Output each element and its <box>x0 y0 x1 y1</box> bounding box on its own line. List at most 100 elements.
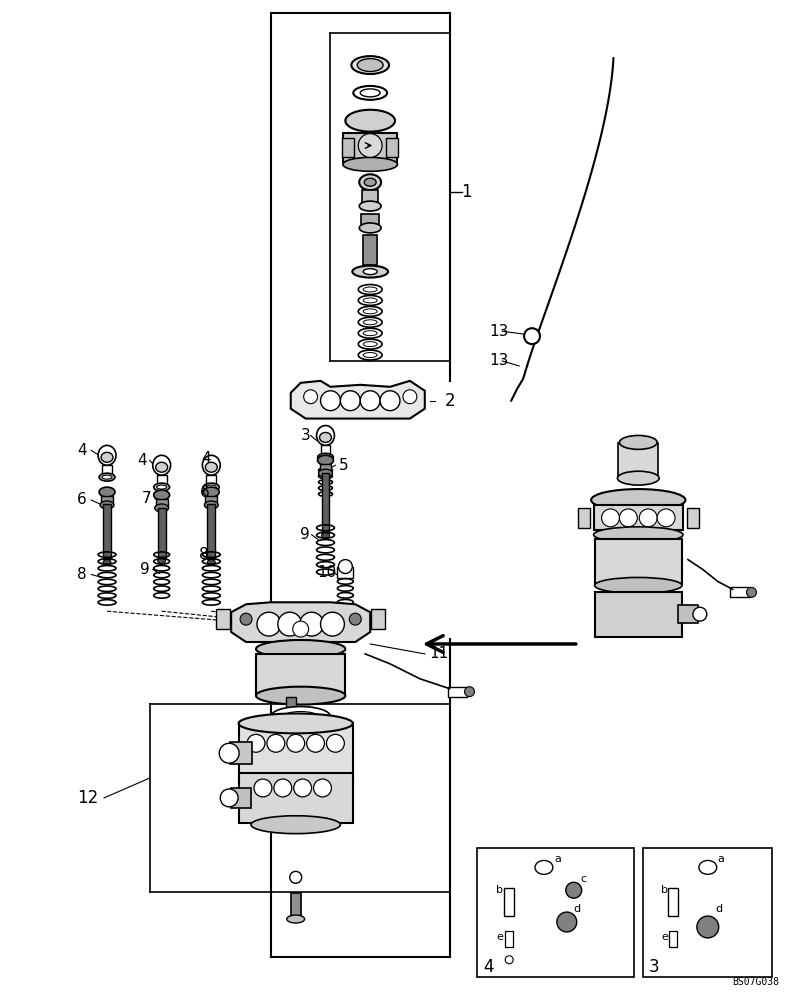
Circle shape <box>278 612 302 636</box>
Text: 6: 6 <box>78 492 87 508</box>
Circle shape <box>602 509 619 527</box>
Bar <box>447 687 467 697</box>
Text: 13: 13 <box>489 324 508 339</box>
Text: 7: 7 <box>142 491 151 506</box>
Circle shape <box>639 509 657 527</box>
Bar <box>101 496 113 504</box>
Ellipse shape <box>343 157 398 171</box>
Ellipse shape <box>204 487 219 497</box>
Bar <box>669 931 677 947</box>
Circle shape <box>290 871 302 883</box>
Text: 4: 4 <box>137 453 147 468</box>
Ellipse shape <box>317 426 334 445</box>
Ellipse shape <box>358 317 382 327</box>
Ellipse shape <box>204 483 219 491</box>
Circle shape <box>254 779 272 797</box>
Circle shape <box>349 613 361 625</box>
Bar <box>208 504 215 559</box>
Bar <box>577 508 589 528</box>
Text: 12: 12 <box>78 789 98 807</box>
Ellipse shape <box>358 295 382 305</box>
Ellipse shape <box>319 432 332 442</box>
Ellipse shape <box>251 816 341 834</box>
Circle shape <box>341 391 360 411</box>
Text: c: c <box>581 874 587 884</box>
Circle shape <box>338 560 352 573</box>
Bar <box>230 742 252 764</box>
Bar <box>238 773 352 823</box>
Bar <box>505 888 514 916</box>
Ellipse shape <box>358 306 382 316</box>
Ellipse shape <box>205 462 217 472</box>
Ellipse shape <box>203 455 220 475</box>
Text: d: d <box>573 904 581 914</box>
Ellipse shape <box>256 687 345 705</box>
Ellipse shape <box>364 309 377 314</box>
Bar <box>371 609 385 629</box>
Circle shape <box>274 779 291 797</box>
Text: 10: 10 <box>318 565 337 580</box>
Ellipse shape <box>619 435 657 449</box>
Circle shape <box>240 613 252 625</box>
Bar <box>595 539 682 584</box>
Text: b: b <box>497 885 503 895</box>
Text: 13: 13 <box>489 353 508 368</box>
Circle shape <box>747 587 756 597</box>
Circle shape <box>524 328 540 344</box>
Circle shape <box>326 734 345 752</box>
Ellipse shape <box>594 527 683 543</box>
Text: e: e <box>497 932 503 942</box>
Circle shape <box>358 134 382 157</box>
Circle shape <box>619 509 638 527</box>
Ellipse shape <box>207 485 216 489</box>
Ellipse shape <box>153 455 170 475</box>
Bar <box>343 133 398 162</box>
Ellipse shape <box>271 707 330 726</box>
Ellipse shape <box>360 223 381 233</box>
Ellipse shape <box>353 86 387 100</box>
Circle shape <box>220 789 238 807</box>
Circle shape <box>465 687 474 697</box>
Text: 5: 5 <box>338 458 348 473</box>
Ellipse shape <box>158 558 166 564</box>
Text: 8: 8 <box>78 567 87 582</box>
Bar <box>102 465 112 475</box>
Ellipse shape <box>284 712 318 721</box>
Text: a: a <box>554 854 561 864</box>
Bar <box>286 697 295 711</box>
Bar <box>207 475 216 485</box>
Bar <box>342 138 354 157</box>
Ellipse shape <box>322 533 329 539</box>
Text: 9: 9 <box>299 527 310 542</box>
Ellipse shape <box>287 915 305 923</box>
Circle shape <box>299 612 323 636</box>
Circle shape <box>303 390 318 404</box>
Ellipse shape <box>345 110 395 132</box>
Text: 4: 4 <box>78 443 87 458</box>
Circle shape <box>693 607 706 621</box>
Circle shape <box>314 779 332 797</box>
Circle shape <box>257 612 281 636</box>
Ellipse shape <box>360 201 381 211</box>
Bar <box>594 505 683 530</box>
Ellipse shape <box>565 882 581 898</box>
Ellipse shape <box>364 331 377 336</box>
Ellipse shape <box>102 475 112 479</box>
Bar <box>687 508 699 528</box>
Ellipse shape <box>618 471 659 485</box>
Bar <box>158 508 166 558</box>
Ellipse shape <box>360 89 380 97</box>
Ellipse shape <box>697 916 718 938</box>
Text: 3: 3 <box>301 428 310 443</box>
Text: BS07G038: BS07G038 <box>733 977 779 987</box>
Bar <box>216 609 230 629</box>
Ellipse shape <box>157 485 166 489</box>
Bar <box>478 848 634 977</box>
Ellipse shape <box>364 178 376 186</box>
Ellipse shape <box>535 860 553 874</box>
Bar <box>386 138 398 157</box>
Circle shape <box>267 734 285 752</box>
Ellipse shape <box>352 266 388 278</box>
Circle shape <box>321 391 341 411</box>
Bar <box>619 443 658 478</box>
